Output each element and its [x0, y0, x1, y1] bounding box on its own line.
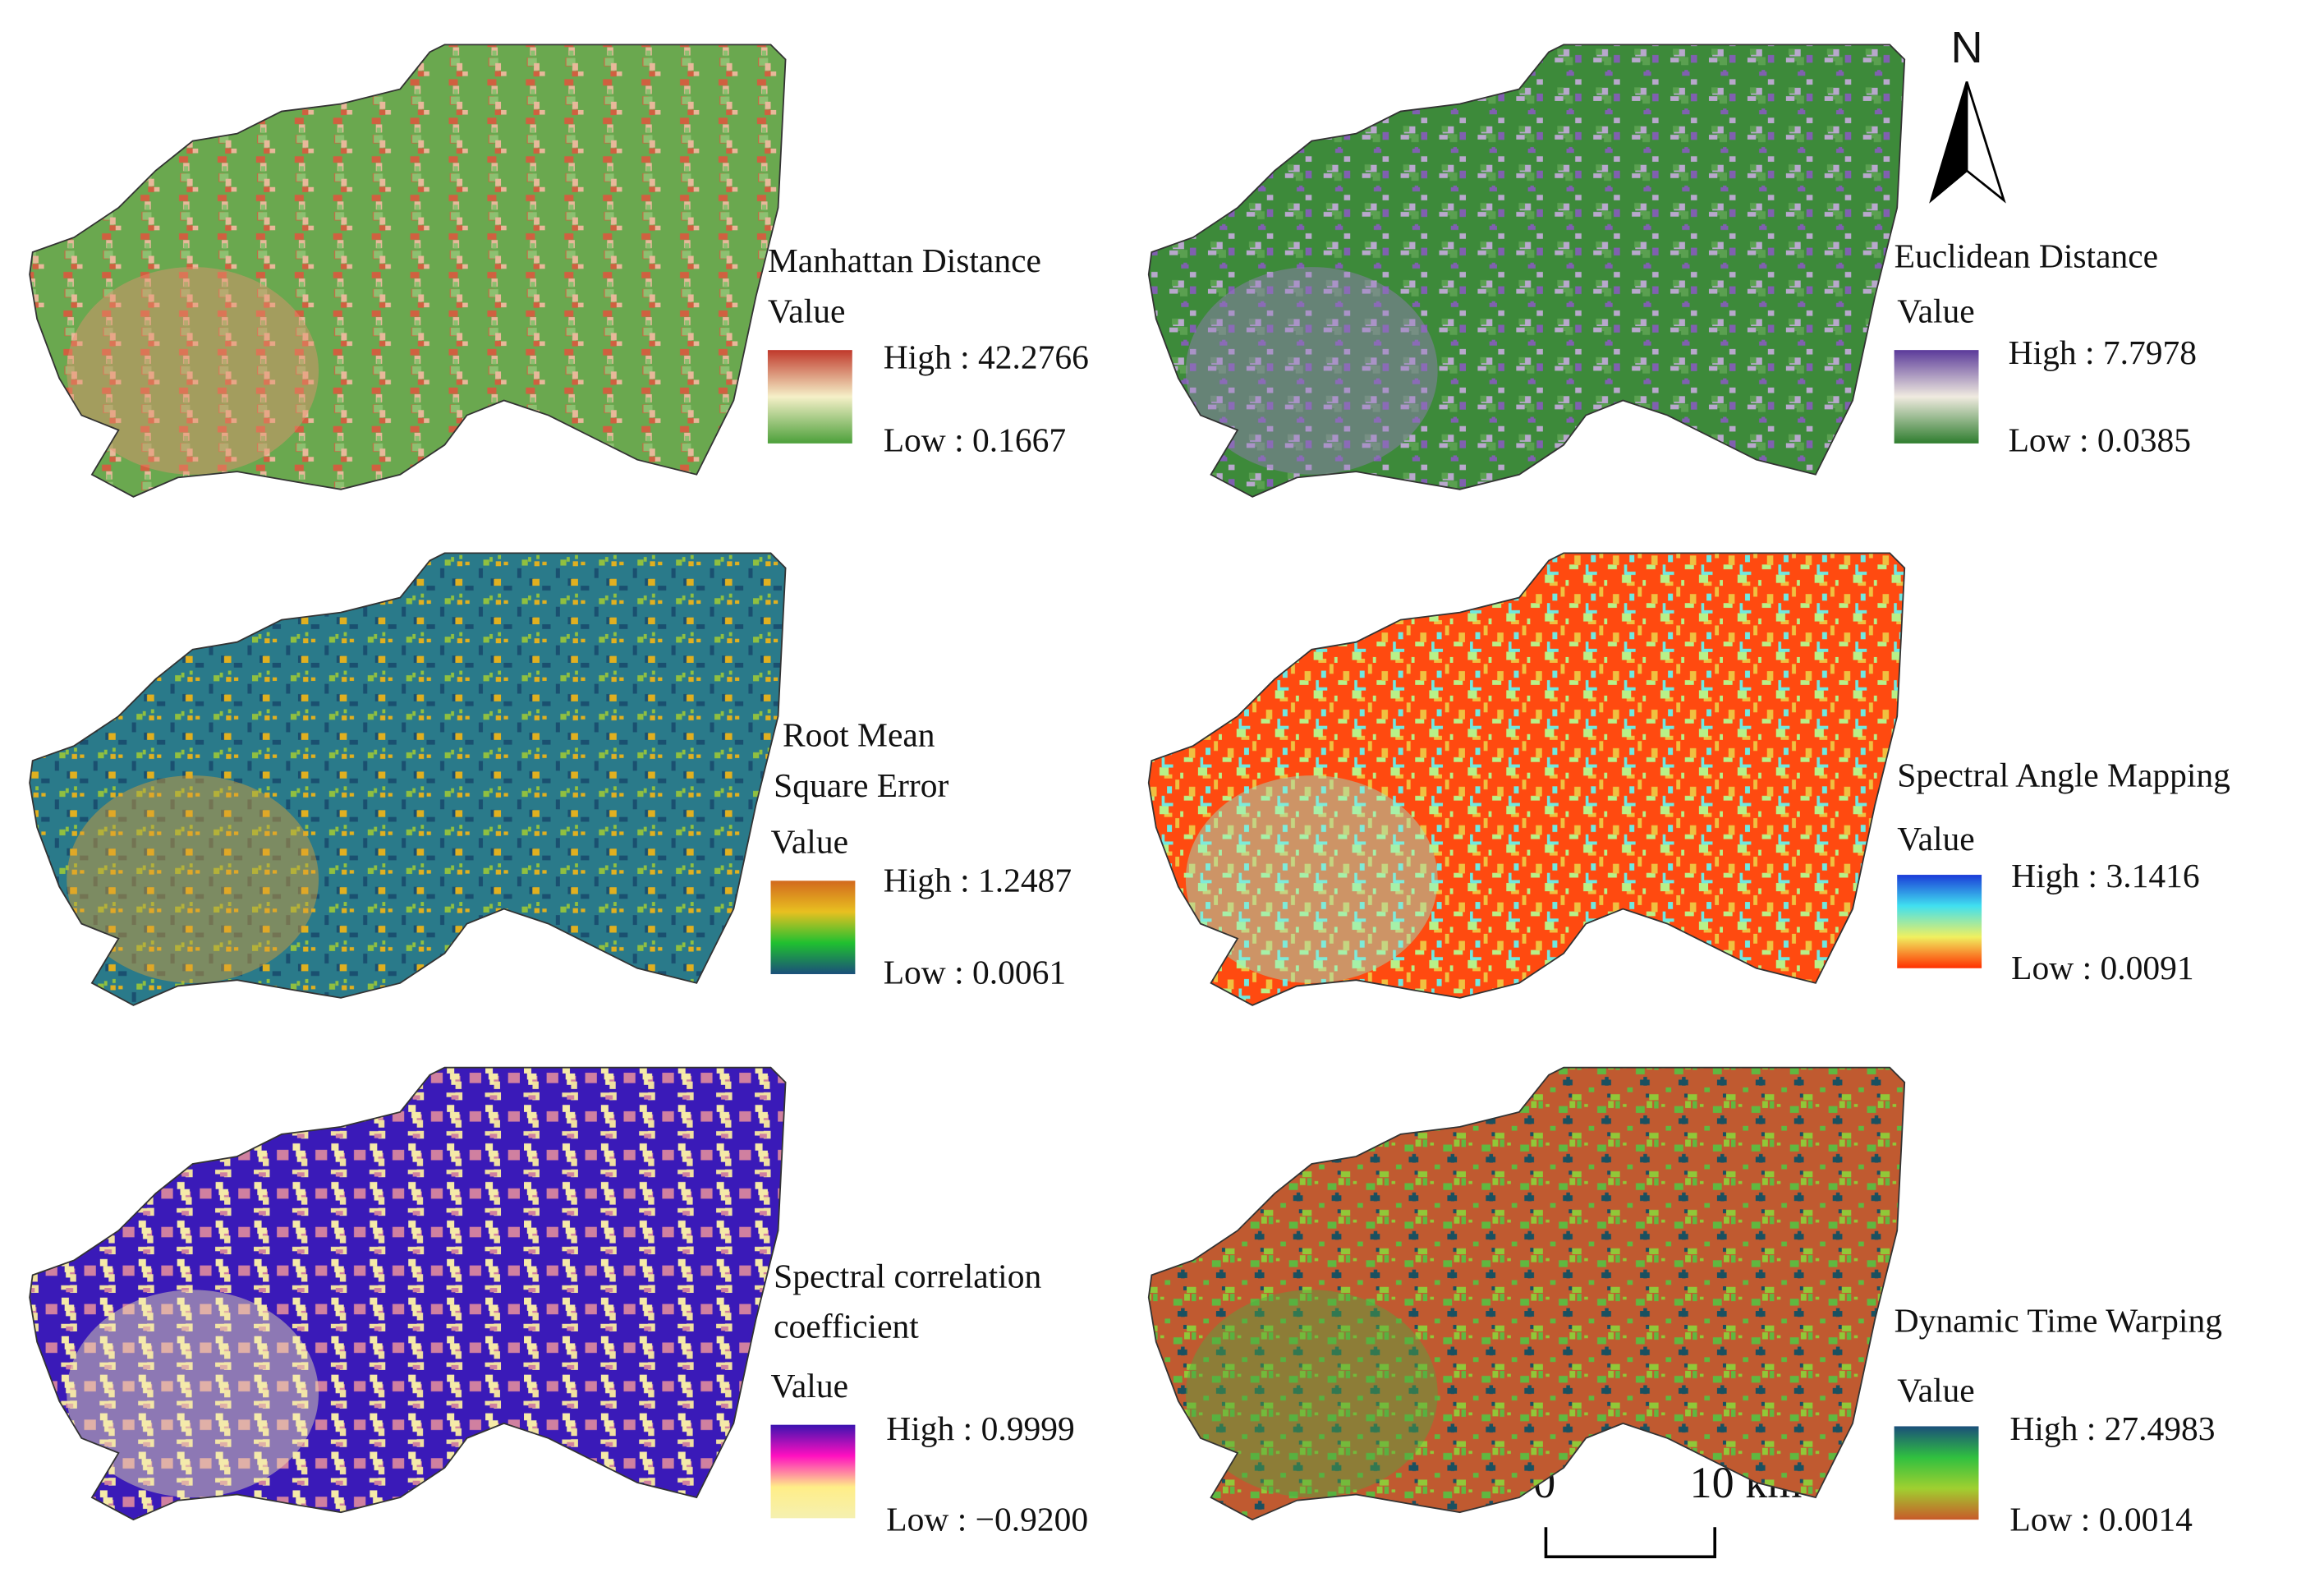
urban-area	[67, 267, 319, 475]
legend-high: High : 1.2487	[884, 861, 1072, 899]
legend-ramp	[1897, 875, 1982, 968]
north-label: N	[1950, 23, 1982, 72]
legend-title: Value	[771, 1367, 849, 1405]
panel-title: Dynamic Time Warping	[1895, 1301, 2222, 1339]
legend-ramp	[770, 1424, 856, 1519]
panel-title: Euclidean Distance	[1895, 237, 2158, 275]
map-panel	[29, 1066, 787, 1521]
panel-title: Spectral Angle Mapping	[1897, 756, 2230, 793]
legend-title: Value	[771, 822, 849, 860]
legend-low: Low : 0.0061	[884, 953, 1066, 991]
legend-title: Value	[768, 292, 846, 329]
legend-ramp	[767, 350, 852, 444]
legend-high: High : 42.2766	[884, 338, 1089, 375]
legend-title: Value	[1897, 292, 1975, 329]
north-arrow	[1929, 81, 1968, 204]
map-panel	[1147, 552, 1906, 1006]
legend-low: Low : 0.1667	[884, 421, 1066, 458]
legend-high: High : 7.7978	[2009, 333, 2197, 371]
urban-area	[1185, 1290, 1438, 1498]
north-arrow	[1965, 81, 2006, 204]
map-panel	[29, 552, 787, 1006]
legend-high: High : 3.1416	[2011, 857, 2199, 894]
legend-ramp	[1894, 350, 1979, 444]
urban-area	[1185, 267, 1438, 475]
legend-ramp	[770, 881, 856, 974]
scale-bar	[1544, 1527, 1717, 1559]
legend-title: Value	[1897, 1371, 1975, 1409]
legend-low: Low : 0.0385	[2009, 421, 2191, 458]
legend-low: Low : −0.9200	[886, 1500, 1088, 1538]
urban-area	[1185, 775, 1438, 983]
legend-low: Low : 0.0091	[2011, 949, 2193, 986]
urban-area	[67, 775, 319, 983]
urban-area	[67, 1290, 319, 1498]
panel-title: Manhattan Distance	[768, 241, 1041, 279]
legend-high: High : 0.9999	[886, 1409, 1074, 1447]
panel-title: coefficient	[774, 1308, 919, 1345]
legend-high: High : 27.4983	[2009, 1409, 2215, 1447]
map-panel	[1147, 44, 1906, 498]
legend-ramp	[1894, 1426, 1979, 1520]
legend-title: Value	[1897, 820, 1975, 858]
legend-low: Low : 0.0014	[2009, 1500, 2193, 1538]
map-panel	[1147, 1066, 1906, 1521]
panel-title: Root Mean	[783, 716, 935, 754]
map-panel	[29, 44, 787, 498]
panel-title: Spectral correlation	[774, 1257, 1041, 1294]
panel-title: Square Error	[774, 766, 948, 804]
